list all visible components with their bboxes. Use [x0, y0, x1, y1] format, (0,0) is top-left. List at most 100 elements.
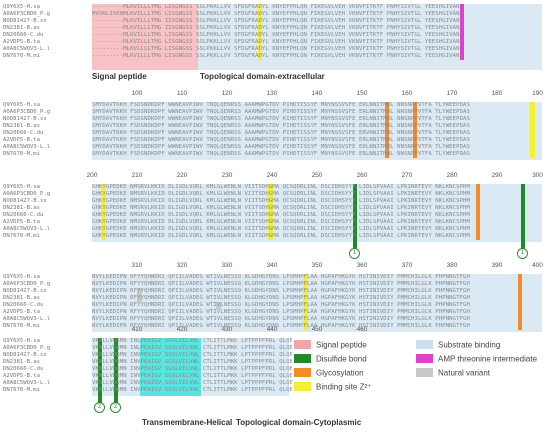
legend-item: AMP threonine intermediate [416, 354, 537, 365]
binding-site-highlight [258, 4, 262, 60]
position-tick: 240 [266, 172, 278, 179]
position-tick: 140 [311, 90, 323, 97]
sequence-row: ---------MLKVILLLTMG LISGNGSS SSLPKKLLVV… [92, 53, 460, 59]
disulfide-bond-highlight [98, 338, 102, 404]
species-label: DN20666-C.du [3, 302, 44, 308]
position-tick: 450 [311, 326, 323, 333]
binding-site-highlight [530, 102, 535, 158]
species-label: A2VDP5-B.ta [3, 39, 41, 45]
sequence-row: ---------MLKVILLLTMG IISGNGSS SSLPKKLLVV… [92, 18, 460, 24]
position-tick: 280 [446, 172, 458, 179]
sequence-row: SMYDAVTKKH FSDSNDKDPF WWNEAVPIWV TNQLQEN… [92, 123, 470, 129]
species-label: A0A6P3CBD0_P.g [3, 281, 51, 287]
sequence-row: GHKYGPEDKE NMSRVLKKID DLIGDLVQRL KMLGLWE… [92, 205, 470, 211]
species-label: Q9Y6X5-H.sa [3, 274, 41, 280]
sequence-row: SMYDAVTKKH FSDSNDKDPF WWNEAVPIWV TNQLQEN… [92, 102, 470, 108]
species-label: DN2381-B.as [3, 359, 41, 365]
cytoplasmic-highlight [201, 338, 289, 396]
legend-swatch [416, 340, 433, 350]
legend-swatch [294, 340, 311, 350]
sequence-row: NVYLKEDIPN RFYYQHNDRI QPIILVADEG WTIVLNE… [92, 288, 470, 294]
sequence-row: NVYLKEDIPN RFYYQHNDRI QPIILVADEG WTIVLNE… [92, 309, 470, 315]
sequence-row: NVYLKEDIPN RFYYQHNDRI QPIILVADEG WTIVLNE… [92, 295, 470, 301]
sequence-row: SMYDAVTKKH FSDSNDKDPF WWNEAVPIWV TNQLQEN… [92, 109, 470, 115]
legend-item: Disulfide bond [294, 354, 367, 365]
sequence-row: NVYLKEDIPN RFYYQHNDRI QPIILVADEG WTIVLNE… [92, 302, 470, 308]
sequence-row: MVVKLISKNMLKVILLLTMG LISGNGSS SSLPKKLLVV… [92, 11, 460, 17]
sequence-row: SMYDAVTKKH FSDSNDKDPF WWNEAVPIWV TNQLQEN… [92, 151, 470, 157]
position-tick: 100 [131, 90, 143, 97]
alignment-block-4: 310 320 330 340 350 360 370 380 390 400 … [0, 262, 550, 340]
species-label: A2VDP5-B.ta [3, 309, 41, 315]
transmembrane-label: Transmembrane-Helical [142, 418, 233, 427]
species-label: A0A6P3CBD0_P.g [3, 345, 51, 351]
topological-cytoplasmic-label: Topological domain-Cytoplasmic [236, 418, 362, 427]
sequence-row: NVYLKEDIPN RFYYQHNDRI QPIILVADEG WTIVLNE… [92, 316, 470, 322]
species-label: A0A8C5WQV3-L.l [3, 380, 51, 386]
extracellular-highlight [92, 274, 542, 332]
position-tick: 190 [532, 90, 543, 97]
position-tick: 200 [86, 172, 98, 179]
legend-swatch [416, 368, 433, 378]
disulfide-bond-marker: 1 [517, 248, 528, 259]
alignment-block-2: 100 110 120 130 140 150 160 170 180 190 … [0, 90, 550, 164]
legend-swatch [294, 368, 311, 378]
species-label: DN7670-M.mi [3, 53, 41, 59]
position-ruler: 200 210 220 230 240 250 260 270 280 290 … [87, 172, 543, 184]
disulfide-bond-highlight [521, 184, 525, 250]
sequence-row: SMYDAVTKKH FSDSNDKDPF WWNEAVPIWV TNQLQEN… [92, 130, 470, 136]
sequence-row: GHKYGPEDKE NMSRVLKKID DLIGDLVQRL KMLGLWE… [92, 226, 470, 232]
position-tick: 170 [446, 90, 458, 97]
position-tick: 270 [401, 172, 413, 179]
legend-label: Glycosylation [316, 368, 364, 378]
sequence-row: ---------MLKVILLLTMG LISGNGSS SSLPKKLLVV… [92, 39, 460, 45]
species-label: DN20666-C.du [3, 130, 44, 136]
legend-label: Substrate binding [438, 340, 501, 350]
position-tick: 220 [176, 172, 188, 179]
glycosylation-highlight [476, 184, 480, 240]
position-tick: 120 [221, 90, 233, 97]
position-tick: 380 [446, 262, 458, 269]
sequence-row: ---------MLKVLLLLTMG LISGNGSS SSLPKKLLVV… [92, 46, 460, 52]
sequence-row: GHKYGPEDKE NMSRVLKKID DLIGDLVQRL KMLGLWE… [92, 198, 470, 204]
sequence-row: VKNLLVDQMN INVPEAIGV SGSLVILVWL CTLITTLM… [92, 380, 292, 386]
sequence-row: GHKYGPEDKE NMSRVLKKID DLIGDLVQRL KMLGLWE… [92, 219, 470, 225]
sequence-row: NVYLKEDIPN RFYYQHNDRI QPIILVADEG WTIVLNE… [92, 323, 470, 329]
binding-site-highlight [268, 184, 273, 240]
species-label: DN7670-M.mi [3, 233, 41, 239]
position-tick: 390 [491, 262, 503, 269]
sequence-row: GHKYGPEDKE NMSRVLKKID DLIGDLVQRL KMLGLWE… [92, 212, 470, 218]
position-ruler: 310 320 330 340 350 360 370 380 390 400 [92, 262, 543, 274]
position-tick: 150 [356, 90, 368, 97]
sequence-row: GHKYGPEDKE NMSRVLKKID DLIGDLVQRL KMLGLWE… [92, 191, 470, 197]
position-tick: 310 [131, 262, 143, 269]
species-label: DN7670-M.mi [3, 387, 41, 393]
sequence-row: VKNLLVDQMN INVPEAIGV SGSLVILVWL CTLITTLM… [92, 373, 292, 379]
species-label: A0A6P3CBD0_P.g [3, 11, 51, 17]
position-tick: 410 [131, 326, 143, 333]
species-label: A2VDP5-B.ta [3, 137, 41, 143]
species-label: DN2381-B.as [3, 25, 41, 31]
legend-label: Signal peptide [316, 340, 367, 350]
binding-site-highlight [102, 184, 106, 240]
species-label: Q9Y6X5-H.sa [3, 184, 41, 190]
natural-variant-highlight [137, 288, 142, 302]
position-tick: 350 [311, 262, 323, 269]
species-label: Q9Y6X5-H.sa [3, 102, 41, 108]
disulfide-bond-highlight [353, 184, 357, 250]
glycosylation-highlight [413, 102, 417, 158]
position-tick: 210 [131, 172, 143, 179]
species-label: Q9Y6X5-H.sa [3, 338, 41, 344]
sequence-row: GHKYGPEDKE NMSRVLKKID DLIGDLVQRL KMLGLWE… [92, 233, 470, 239]
species-label: NOD81427-B.ss [3, 116, 47, 122]
sequence-row: SMYDAVTKKH FSDSNDKDPF WWNEAVPIWV TNQLQEN… [92, 116, 470, 122]
signal-peptide-label: Signal peptide [92, 72, 147, 81]
species-label: A0A6P3CBD0_P.g [3, 191, 51, 197]
sequence-row: VKNLLVDQMN INVPEAIGV SGSLVILVWL CTLITTLM… [92, 387, 292, 393]
position-tick: 440 [266, 326, 278, 333]
position-tick: 400 [532, 262, 543, 269]
glycosylation-highlight [385, 102, 389, 158]
alignment-block-5: 410 420 430 440 450 460 Q9Y6X5-H.sa A0A6… [0, 326, 550, 434]
amp-threonine-highlight [460, 4, 464, 60]
position-ruler: 100 110 120 130 140 150 160 170 180 190 [92, 90, 543, 102]
